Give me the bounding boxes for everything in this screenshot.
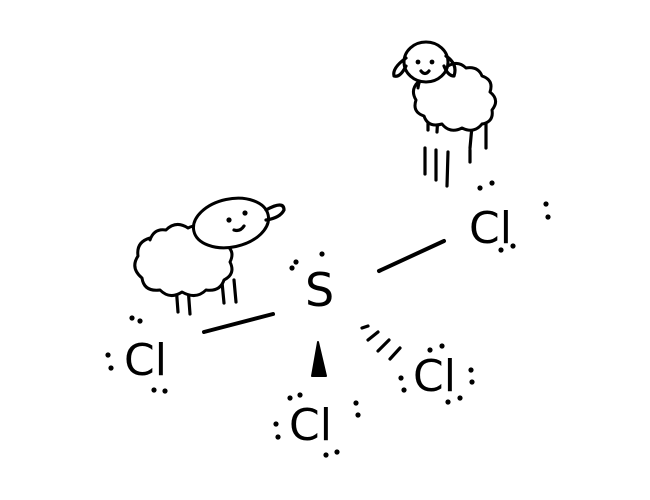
bond-left-single xyxy=(202,312,275,334)
sheep-top-icon xyxy=(392,40,497,188)
atom-symbol-s: S xyxy=(305,263,334,317)
atom-symbol-cl-right: Cl xyxy=(469,203,512,254)
bond-right-single xyxy=(377,239,446,273)
atom-chlorine-bottom: Cl xyxy=(273,392,361,458)
sheep-left-icon xyxy=(133,196,286,316)
atom-chlorine-bottom-right: Cl xyxy=(398,343,475,405)
atom-chlorine-right: Cl xyxy=(469,180,551,254)
bond-hashed xyxy=(360,324,402,361)
atom-symbol-cl-left: Cl xyxy=(124,335,167,386)
atom-chlorine-left: Cl xyxy=(105,315,168,394)
atom-sulfur: S xyxy=(289,251,334,317)
bond-wedge xyxy=(311,341,327,377)
atom-symbol-cl-bottom: Cl xyxy=(289,400,332,451)
atom-symbol-cl-bottom-right: Cl xyxy=(413,351,456,402)
